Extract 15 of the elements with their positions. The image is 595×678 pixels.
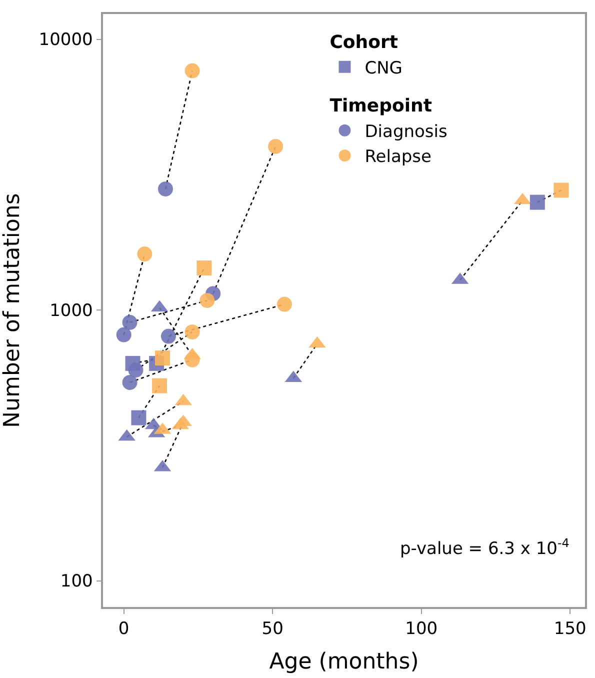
x-tick-label: 50 [262, 619, 284, 640]
text: Timepoint [330, 96, 432, 117]
x-axis-title: Age (months) [269, 650, 419, 675]
x-tick-label: 0 [118, 619, 130, 640]
y-axis-title: Number of mutations [0, 193, 25, 428]
annotation: p-value = 6.3 x 10$^{-4}$ [400, 536, 570, 560]
y-tick-label: 100 [60, 572, 93, 592]
legend-label: Relapse [364, 147, 432, 168]
text: Cohort [330, 32, 398, 54]
y-tick-label: 10000 [38, 30, 93, 50]
legend-label: CNG [364, 58, 402, 78]
x-tick-label: 100 [405, 619, 438, 640]
legend-label: Diagnosis [364, 122, 448, 142]
y-tick-label: 1000 [50, 300, 93, 321]
x-tick-label: 150 [554, 619, 586, 640]
